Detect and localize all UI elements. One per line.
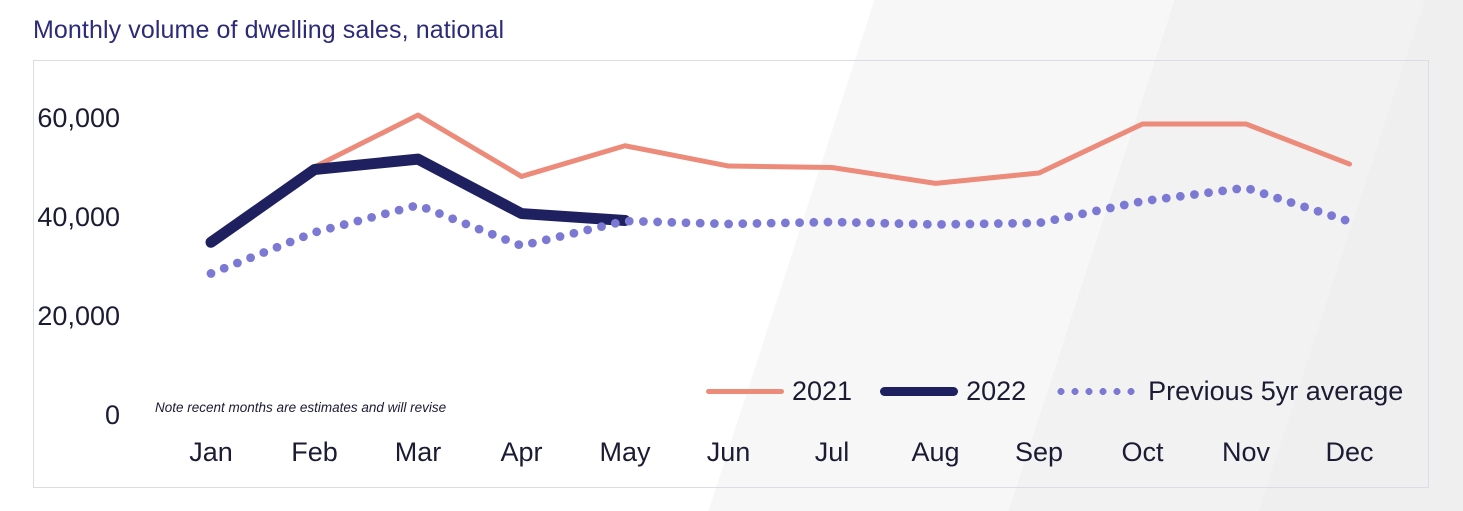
legend-label-2021: 2021 [792,376,853,406]
x-tick-label: Aug [911,437,960,467]
x-tick-label: Feb [291,437,338,467]
series-2022 [205,153,631,248]
x-tick-label: Sep [1014,437,1064,467]
legend-item-2022[interactable]: 2022 [852,378,1026,405]
x-tick-label: Nov [1221,437,1270,467]
x-tick-label: Mar [394,437,442,467]
x-tick-label: Jun [706,437,751,467]
chart-panel [33,60,1429,488]
x-tick-label: May [599,437,651,467]
legend-item-2021[interactable]: 2021 [706,378,852,405]
chart-title: Monthly volume of dwelling sales, nation… [33,16,505,44]
legend-swatch-average-icon [1054,388,1139,395]
legend-item-previous-5yr-average[interactable]: Previous 5yr average [1026,378,1403,405]
x-tick-label: Apr [500,437,543,467]
legend-swatch-2022-icon [880,387,959,396]
series-2021 [208,112,1352,245]
x-tick-label: Jan [189,437,233,467]
chart-legend: 2021 2022 Previous 5yr average [706,378,1403,405]
x-tick-label: Oct [1121,437,1164,467]
chart-note: Note recent months are estimates and wil… [155,400,447,415]
legend-label-2022: 2022 [966,376,1027,406]
x-tick-label: Dec [1325,437,1374,467]
x-tick-label: Jul [814,437,850,467]
series-previous-5yr-average [206,184,1350,278]
legend-label-previous-5yr-average: Previous 5yr average [1148,376,1404,406]
legend-swatch-2021-icon [706,389,784,394]
